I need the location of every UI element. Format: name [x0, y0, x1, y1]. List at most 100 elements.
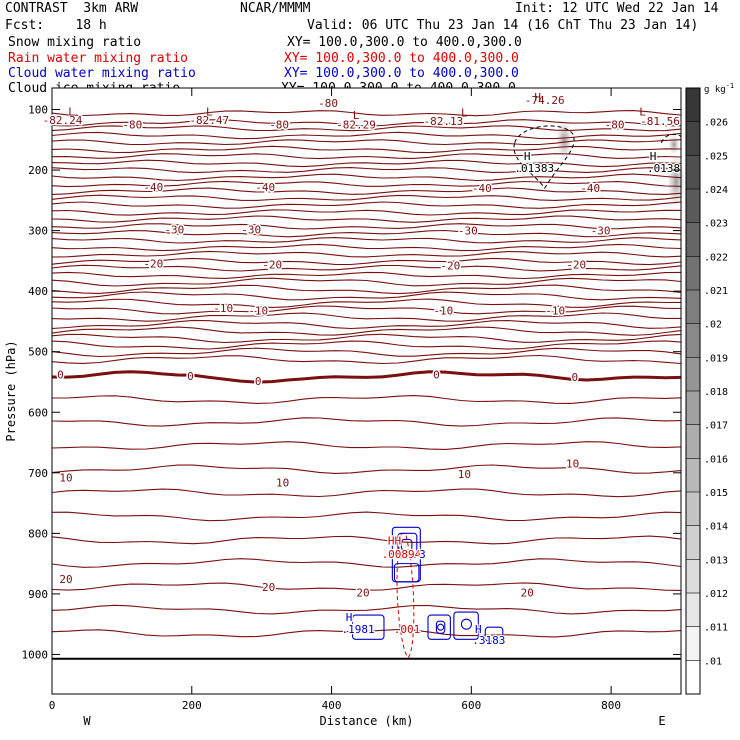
- colorbar-label: .023: [704, 219, 728, 230]
- colorbar-swatch: [686, 525, 700, 560]
- isotherm-label: 20: [356, 587, 369, 600]
- isotherm-line: [51, 629, 682, 638]
- isotherm-label: -82.13: [424, 115, 464, 128]
- isotherm-label: -80: [605, 119, 625, 132]
- isotherm-line: [51, 604, 682, 615]
- extremum-mark: L: [206, 105, 213, 118]
- isotherm-line: [51, 194, 682, 201]
- forecast-hour: Fcst: 18 h: [5, 18, 107, 33]
- legend-rain-xy: XY= 100.0,300.0 to 400.0,300.0: [284, 51, 519, 66]
- y-tick-label: 500: [28, 346, 48, 359]
- isotherm-label: -30: [591, 225, 611, 238]
- cloud-water-contour: [400, 538, 413, 551]
- x-tick-label: 800: [601, 699, 621, 712]
- extremum-mark: L: [353, 109, 360, 122]
- isotherm-label: 10: [59, 472, 72, 485]
- colorbar-swatch: [686, 559, 700, 593]
- isotherm-line: [51, 464, 682, 474]
- colorbar-label: .018: [704, 387, 728, 398]
- colorbar-swatch: [686, 88, 700, 122]
- isotherm-line: [52, 395, 682, 404]
- isotherm-line: [51, 131, 682, 140]
- colorbar-label: .021: [704, 286, 728, 297]
- isotherm-line: [51, 215, 682, 223]
- colorbar-label: .01: [704, 656, 722, 667]
- snow-field-label: H: [524, 150, 531, 163]
- cloud-water-contour: [393, 563, 420, 583]
- rain-field-label: .00894: [382, 548, 422, 561]
- cloud-field-label: .3183: [472, 634, 505, 647]
- rain-contour: [396, 532, 415, 659]
- colorbar-swatch: [686, 458, 700, 492]
- isotherm-line: [51, 340, 682, 350]
- isotherm-label: 0: [433, 369, 440, 382]
- colorbar-label: .014: [704, 522, 728, 533]
- isotherm-label: 20: [521, 587, 534, 600]
- isotherm-line: [51, 229, 682, 238]
- colorbar-swatch: [686, 222, 700, 257]
- isotherm-line: [51, 139, 682, 146]
- isotherm-line: [51, 237, 682, 244]
- cloud-water-contour: [351, 614, 385, 640]
- isotherm-label: -30: [164, 223, 184, 236]
- isotherm-label: -82.47: [189, 114, 229, 127]
- isotherm-line: [51, 110, 682, 117]
- plot-frame: [51, 87, 682, 695]
- isotherm-label: 20: [59, 573, 72, 586]
- colorbar-label: .025: [704, 151, 728, 162]
- colorbar-swatch: [686, 492, 700, 526]
- snow-shading: [668, 134, 681, 155]
- isotherm-line: [51, 488, 682, 498]
- colorbar-swatch: [686, 424, 700, 459]
- isotherm-line: [51, 326, 682, 336]
- isotherm-line: [51, 298, 682, 308]
- legend-snow-label: Snow mixing ratio: [8, 35, 142, 50]
- isotherm-line: [51, 347, 682, 358]
- isotherm-line: [51, 354, 682, 365]
- colorbar-label: .022: [704, 252, 728, 263]
- colorbar-swatch: [686, 391, 700, 425]
- plot-area: [52, 88, 681, 694]
- isotherm-line: [51, 180, 682, 188]
- isotherm-label: -82.29: [336, 119, 376, 132]
- cloud-water-contour: [460, 618, 472, 630]
- y-tick-label: 400: [28, 285, 48, 298]
- legend-cloud-label: Cloud water mixing ratio: [8, 66, 196, 81]
- snow-contour: [660, 133, 682, 143]
- isotherm-line: [51, 119, 681, 127]
- isotherm-label: -80: [269, 119, 289, 132]
- extremum-mark: H: [534, 91, 541, 104]
- isotherm-label: -40: [580, 182, 600, 195]
- cloud-field-label: H: [475, 623, 482, 636]
- cloud-water-contour: [453, 611, 479, 640]
- isotherm-label: -10: [433, 305, 453, 318]
- isotherm-label: -30: [241, 223, 261, 236]
- colorbar-swatch: [686, 256, 700, 290]
- isotherm-label: -20: [143, 257, 163, 270]
- y-tick-label: 1000: [22, 648, 49, 661]
- isotherm-line: [51, 535, 682, 545]
- isotherm-line: [51, 582, 682, 591]
- colorbar-label: .011: [704, 623, 728, 634]
- colorbar-unit-exponent: -1: [726, 82, 734, 90]
- isotherm-line: [51, 333, 682, 344]
- isotherm-label: 0: [187, 370, 194, 383]
- colorbar-swatch: [686, 323, 700, 358]
- colorbar-swatch: [686, 626, 700, 661]
- isotherm-label: -74.26: [525, 94, 565, 107]
- cloud-field-label: 3: [419, 548, 426, 561]
- isotherm-label: -40: [255, 181, 275, 194]
- isotherm-label: -30: [458, 225, 478, 238]
- isotherm-label: -10: [545, 305, 565, 318]
- cloud-water-contour: [437, 623, 445, 631]
- y-tick-label: 900: [28, 588, 48, 601]
- isotherm-line: [51, 511, 682, 522]
- rain-field-label: .001: [394, 623, 421, 636]
- valid-time: Valid: 06 UTC Thu 23 Jan 14 (16 ChT Thu …: [307, 18, 699, 33]
- y-tick-label: 200: [28, 164, 48, 177]
- colorbar-swatch: [686, 290, 700, 324]
- isotherm-line: [51, 312, 681, 322]
- east-label: E: [658, 714, 665, 728]
- extremum-mark: L: [639, 105, 646, 118]
- isotherm-line: [51, 153, 682, 160]
